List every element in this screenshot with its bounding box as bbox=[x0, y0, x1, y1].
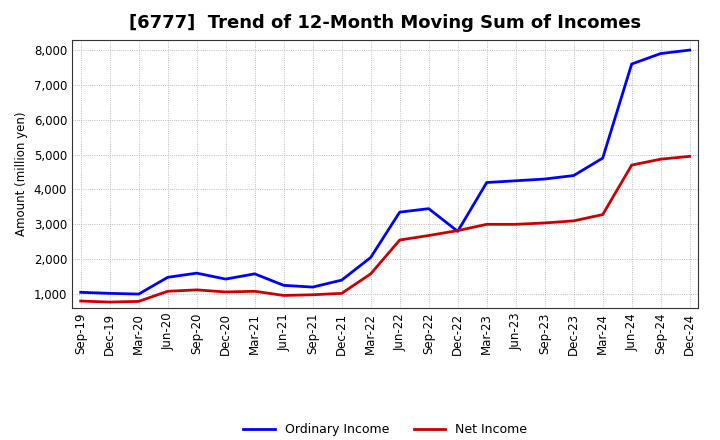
Ordinary Income bbox=[627, 61, 636, 66]
Ordinary Income bbox=[308, 284, 317, 290]
Line: Ordinary Income: Ordinary Income bbox=[81, 50, 690, 294]
Net Income bbox=[366, 271, 375, 276]
Net Income bbox=[570, 218, 578, 224]
Net Income bbox=[308, 292, 317, 297]
Net Income bbox=[251, 289, 259, 294]
Net Income bbox=[685, 154, 694, 159]
Net Income bbox=[105, 300, 114, 305]
Ordinary Income bbox=[76, 290, 85, 295]
Line: Net Income: Net Income bbox=[81, 156, 690, 302]
Ordinary Income bbox=[685, 48, 694, 53]
Ordinary Income bbox=[598, 155, 607, 161]
Ordinary Income bbox=[279, 283, 288, 288]
Y-axis label: Amount (million yen): Amount (million yen) bbox=[15, 112, 28, 236]
Ordinary Income bbox=[221, 276, 230, 282]
Ordinary Income bbox=[251, 271, 259, 276]
Ordinary Income bbox=[395, 209, 404, 215]
Net Income bbox=[76, 298, 85, 304]
Ordinary Income bbox=[541, 176, 549, 182]
Net Income bbox=[395, 238, 404, 243]
Ordinary Income bbox=[135, 291, 143, 297]
Net Income bbox=[424, 233, 433, 238]
Ordinary Income bbox=[511, 178, 520, 183]
Ordinary Income bbox=[454, 229, 462, 234]
Ordinary Income bbox=[192, 271, 201, 276]
Net Income bbox=[482, 222, 491, 227]
Ordinary Income bbox=[657, 51, 665, 56]
Ordinary Income bbox=[163, 275, 172, 280]
Net Income bbox=[279, 293, 288, 298]
Net Income bbox=[135, 299, 143, 304]
Net Income bbox=[338, 291, 346, 296]
Ordinary Income bbox=[105, 291, 114, 296]
Net Income bbox=[192, 287, 201, 293]
Net Income bbox=[221, 290, 230, 295]
Title: [6777]  Trend of 12-Month Moving Sum of Incomes: [6777] Trend of 12-Month Moving Sum of I… bbox=[129, 15, 642, 33]
Net Income bbox=[511, 222, 520, 227]
Legend: Ordinary Income, Net Income: Ordinary Income, Net Income bbox=[238, 418, 532, 440]
Ordinary Income bbox=[366, 255, 375, 260]
Ordinary Income bbox=[482, 180, 491, 185]
Net Income bbox=[627, 162, 636, 168]
Net Income bbox=[657, 157, 665, 162]
Ordinary Income bbox=[338, 278, 346, 283]
Net Income bbox=[598, 212, 607, 217]
Ordinary Income bbox=[570, 173, 578, 178]
Net Income bbox=[454, 228, 462, 233]
Ordinary Income bbox=[424, 206, 433, 211]
Net Income bbox=[163, 289, 172, 294]
Net Income bbox=[541, 220, 549, 226]
